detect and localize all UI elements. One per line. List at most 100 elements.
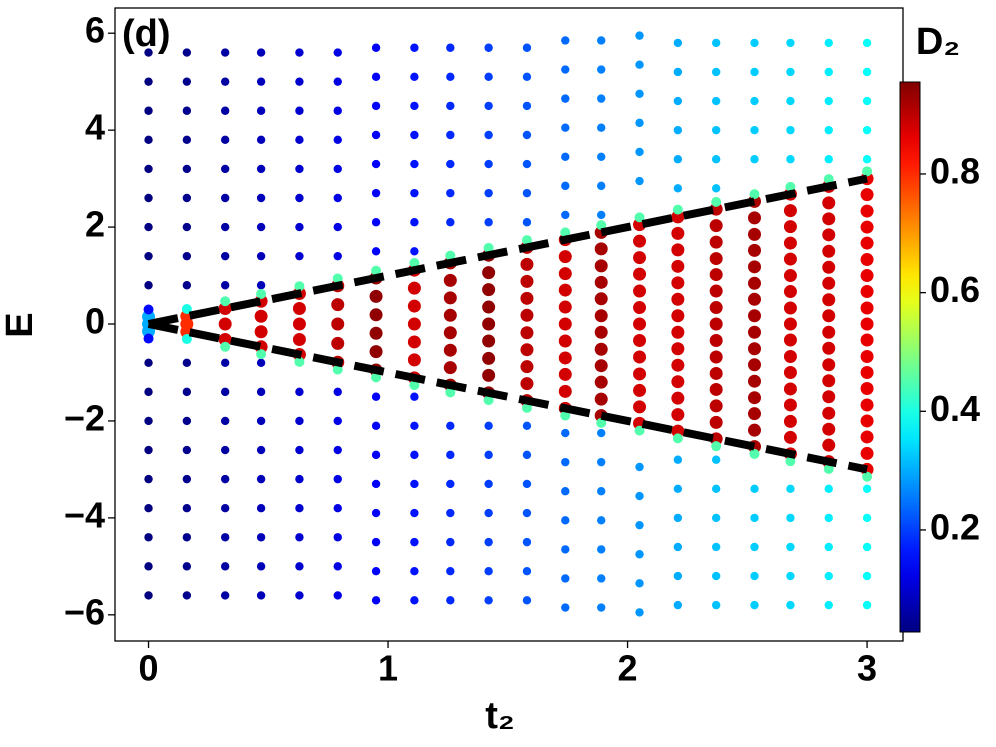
point: [635, 491, 644, 501]
point: [711, 513, 721, 523]
point: [371, 596, 381, 605]
point-inner: [443, 273, 457, 287]
point: [786, 125, 795, 135]
point-inner: [822, 260, 836, 274]
point-inner: [748, 243, 762, 257]
point-inner: [558, 300, 572, 314]
y-tick-label: −2: [64, 397, 105, 438]
point-inner: [520, 308, 534, 322]
point: [824, 125, 833, 135]
point-edge: [521, 235, 532, 246]
point: [182, 387, 192, 397]
point: [371, 479, 381, 489]
point-inner: [783, 430, 797, 444]
point-inner: [633, 400, 647, 414]
point-inner: [254, 325, 268, 339]
point-edge: [294, 281, 305, 292]
point-inner: [671, 325, 685, 339]
point: [750, 38, 759, 48]
point: [824, 571, 833, 581]
point-inner: [748, 342, 762, 356]
point-inner: [558, 351, 572, 365]
point: [410, 188, 419, 198]
point: [295, 445, 304, 455]
y-tick-label: 4: [85, 107, 105, 148]
point-edge: [560, 227, 571, 238]
point-inner: [218, 333, 232, 347]
point-inner: [558, 317, 572, 331]
point: [144, 474, 153, 484]
point-inner: [407, 281, 421, 295]
point-inner: [594, 375, 608, 389]
point: [220, 77, 230, 86]
point-edge: [445, 250, 456, 261]
point: [635, 520, 644, 530]
point: [333, 164, 342, 174]
x-tick-label: 2: [618, 648, 638, 689]
point-inner: [860, 236, 874, 250]
point-inner: [633, 350, 647, 364]
point: [711, 455, 721, 464]
point: [484, 537, 493, 547]
point-inner: [254, 309, 268, 323]
point: [446, 479, 455, 489]
point: [256, 416, 266, 426]
point-inner: [748, 227, 762, 241]
point-inner: [709, 268, 723, 282]
point-inner: [671, 342, 685, 356]
point-inner: [443, 326, 457, 340]
point: [711, 155, 721, 164]
point-inner: [520, 360, 534, 374]
point: [522, 218, 532, 227]
point-inner: [783, 252, 797, 266]
point: [446, 596, 455, 605]
point: [410, 479, 419, 489]
point: [484, 508, 493, 518]
point: [522, 130, 532, 140]
point: [333, 387, 342, 397]
point-inner: [748, 309, 762, 323]
point-edge: [483, 395, 494, 406]
point: [635, 176, 644, 186]
point-inner: [709, 252, 723, 266]
point: [446, 159, 455, 169]
point-inner: [783, 301, 797, 315]
point-inner: [783, 398, 797, 412]
point-inner: [783, 317, 797, 331]
point: [522, 421, 532, 430]
point-edge: [181, 303, 192, 314]
point: [295, 164, 304, 174]
point: [182, 416, 192, 426]
point: [371, 392, 381, 401]
point-inner: [520, 257, 534, 271]
point-inner: [822, 276, 836, 290]
point: [144, 77, 153, 86]
point: [786, 155, 795, 164]
point-inner: [671, 210, 685, 224]
point: [256, 445, 266, 455]
point: [410, 450, 419, 460]
point: [333, 591, 342, 600]
point-inner: [482, 334, 496, 348]
point-inner: [594, 292, 608, 306]
point: [144, 562, 153, 571]
point: [824, 513, 833, 523]
point: [786, 542, 795, 552]
point-inner: [558, 267, 572, 281]
point-inner: [407, 353, 421, 367]
point-inner: [748, 374, 762, 388]
point-inner: [558, 283, 572, 297]
point-inner: [633, 284, 647, 298]
point-inner: [860, 188, 874, 202]
point-inner: [671, 358, 685, 372]
point-inner: [443, 361, 457, 375]
point-edge: [294, 356, 305, 367]
point-inner: [594, 359, 608, 373]
point: [635, 60, 644, 69]
point: [635, 118, 644, 128]
point-inner: [633, 267, 647, 281]
point-edge: [445, 387, 456, 398]
point: [371, 567, 381, 576]
point-edge: [371, 372, 382, 383]
